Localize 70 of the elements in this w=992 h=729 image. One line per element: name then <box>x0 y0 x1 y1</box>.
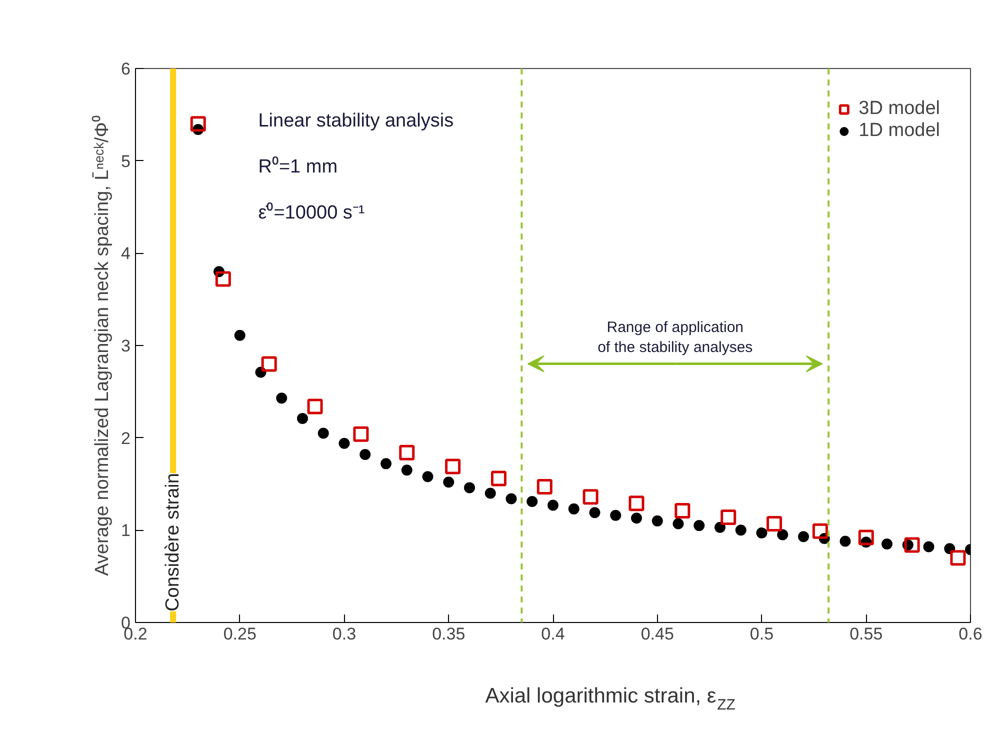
point <box>536 479 552 495</box>
y-axis-title: Average normalized Lagrangian neck spacing, L̄ⁿᵉᶜᵏ/Φ⁰ <box>91 115 114 576</box>
x-tick-label: 0.5 <box>750 624 774 644</box>
point <box>904 537 920 553</box>
point <box>360 448 371 460</box>
x-tick-label: 0.3 <box>332 624 356 644</box>
point <box>526 496 538 508</box>
point <box>923 541 934 552</box>
point <box>443 476 454 488</box>
point <box>589 507 600 518</box>
point <box>720 509 736 525</box>
point <box>714 522 726 533</box>
point <box>812 523 828 539</box>
y-tick-label: 4 <box>121 244 131 264</box>
point <box>674 503 690 519</box>
x-tick-label: 0.55 <box>850 624 883 644</box>
y-tick-label: 1 <box>121 521 131 540</box>
point <box>422 471 434 482</box>
point <box>318 428 329 439</box>
point <box>490 470 506 486</box>
point <box>215 271 231 287</box>
point <box>798 531 809 542</box>
point <box>582 489 598 505</box>
point <box>766 516 782 532</box>
point <box>882 538 892 550</box>
point <box>506 493 517 504</box>
annotation: R⁰=1 mm <box>258 156 338 178</box>
annotation: Range of application of the stability analyses <box>598 318 753 356</box>
y-tick-label: 2 <box>121 428 131 448</box>
point <box>672 518 684 530</box>
x-tick-label: 0.25 <box>223 624 256 644</box>
point <box>380 458 392 470</box>
point <box>261 356 277 372</box>
point <box>628 496 644 512</box>
point <box>568 503 580 514</box>
point <box>694 520 705 532</box>
point <box>307 398 323 414</box>
point <box>756 527 768 538</box>
point <box>297 412 308 424</box>
point <box>950 550 966 566</box>
ref-line-label: Considère strain <box>162 473 184 612</box>
annotation: Linear stability analysis <box>258 110 454 132</box>
point <box>190 116 206 132</box>
point <box>548 500 558 511</box>
x-tick-label: 0.45 <box>640 624 674 644</box>
point <box>777 529 788 540</box>
point <box>276 392 288 404</box>
y-tick-label: 5 <box>121 152 131 171</box>
point <box>353 426 369 442</box>
point <box>858 530 874 546</box>
point <box>399 444 415 460</box>
point <box>652 515 663 526</box>
point <box>631 512 642 524</box>
x-tick-label: 0.35 <box>432 624 466 644</box>
point <box>464 482 475 494</box>
point <box>735 524 746 536</box>
y-tick-label: 6 <box>121 60 131 78</box>
legend-label: 3D model <box>858 98 940 120</box>
point <box>484 488 496 499</box>
point <box>840 536 851 547</box>
point <box>234 330 246 341</box>
point <box>338 438 350 449</box>
x-tick-label: 0.4 <box>541 624 565 644</box>
point <box>445 458 461 474</box>
annotation: ε̇⁰=10000 s⁻¹ <box>258 202 365 224</box>
x-tick-label: 0.6 <box>958 624 982 644</box>
legend-label: 1D model <box>858 120 940 142</box>
point <box>610 510 622 521</box>
point <box>401 464 412 476</box>
y-tick-label: 3 <box>121 336 131 356</box>
